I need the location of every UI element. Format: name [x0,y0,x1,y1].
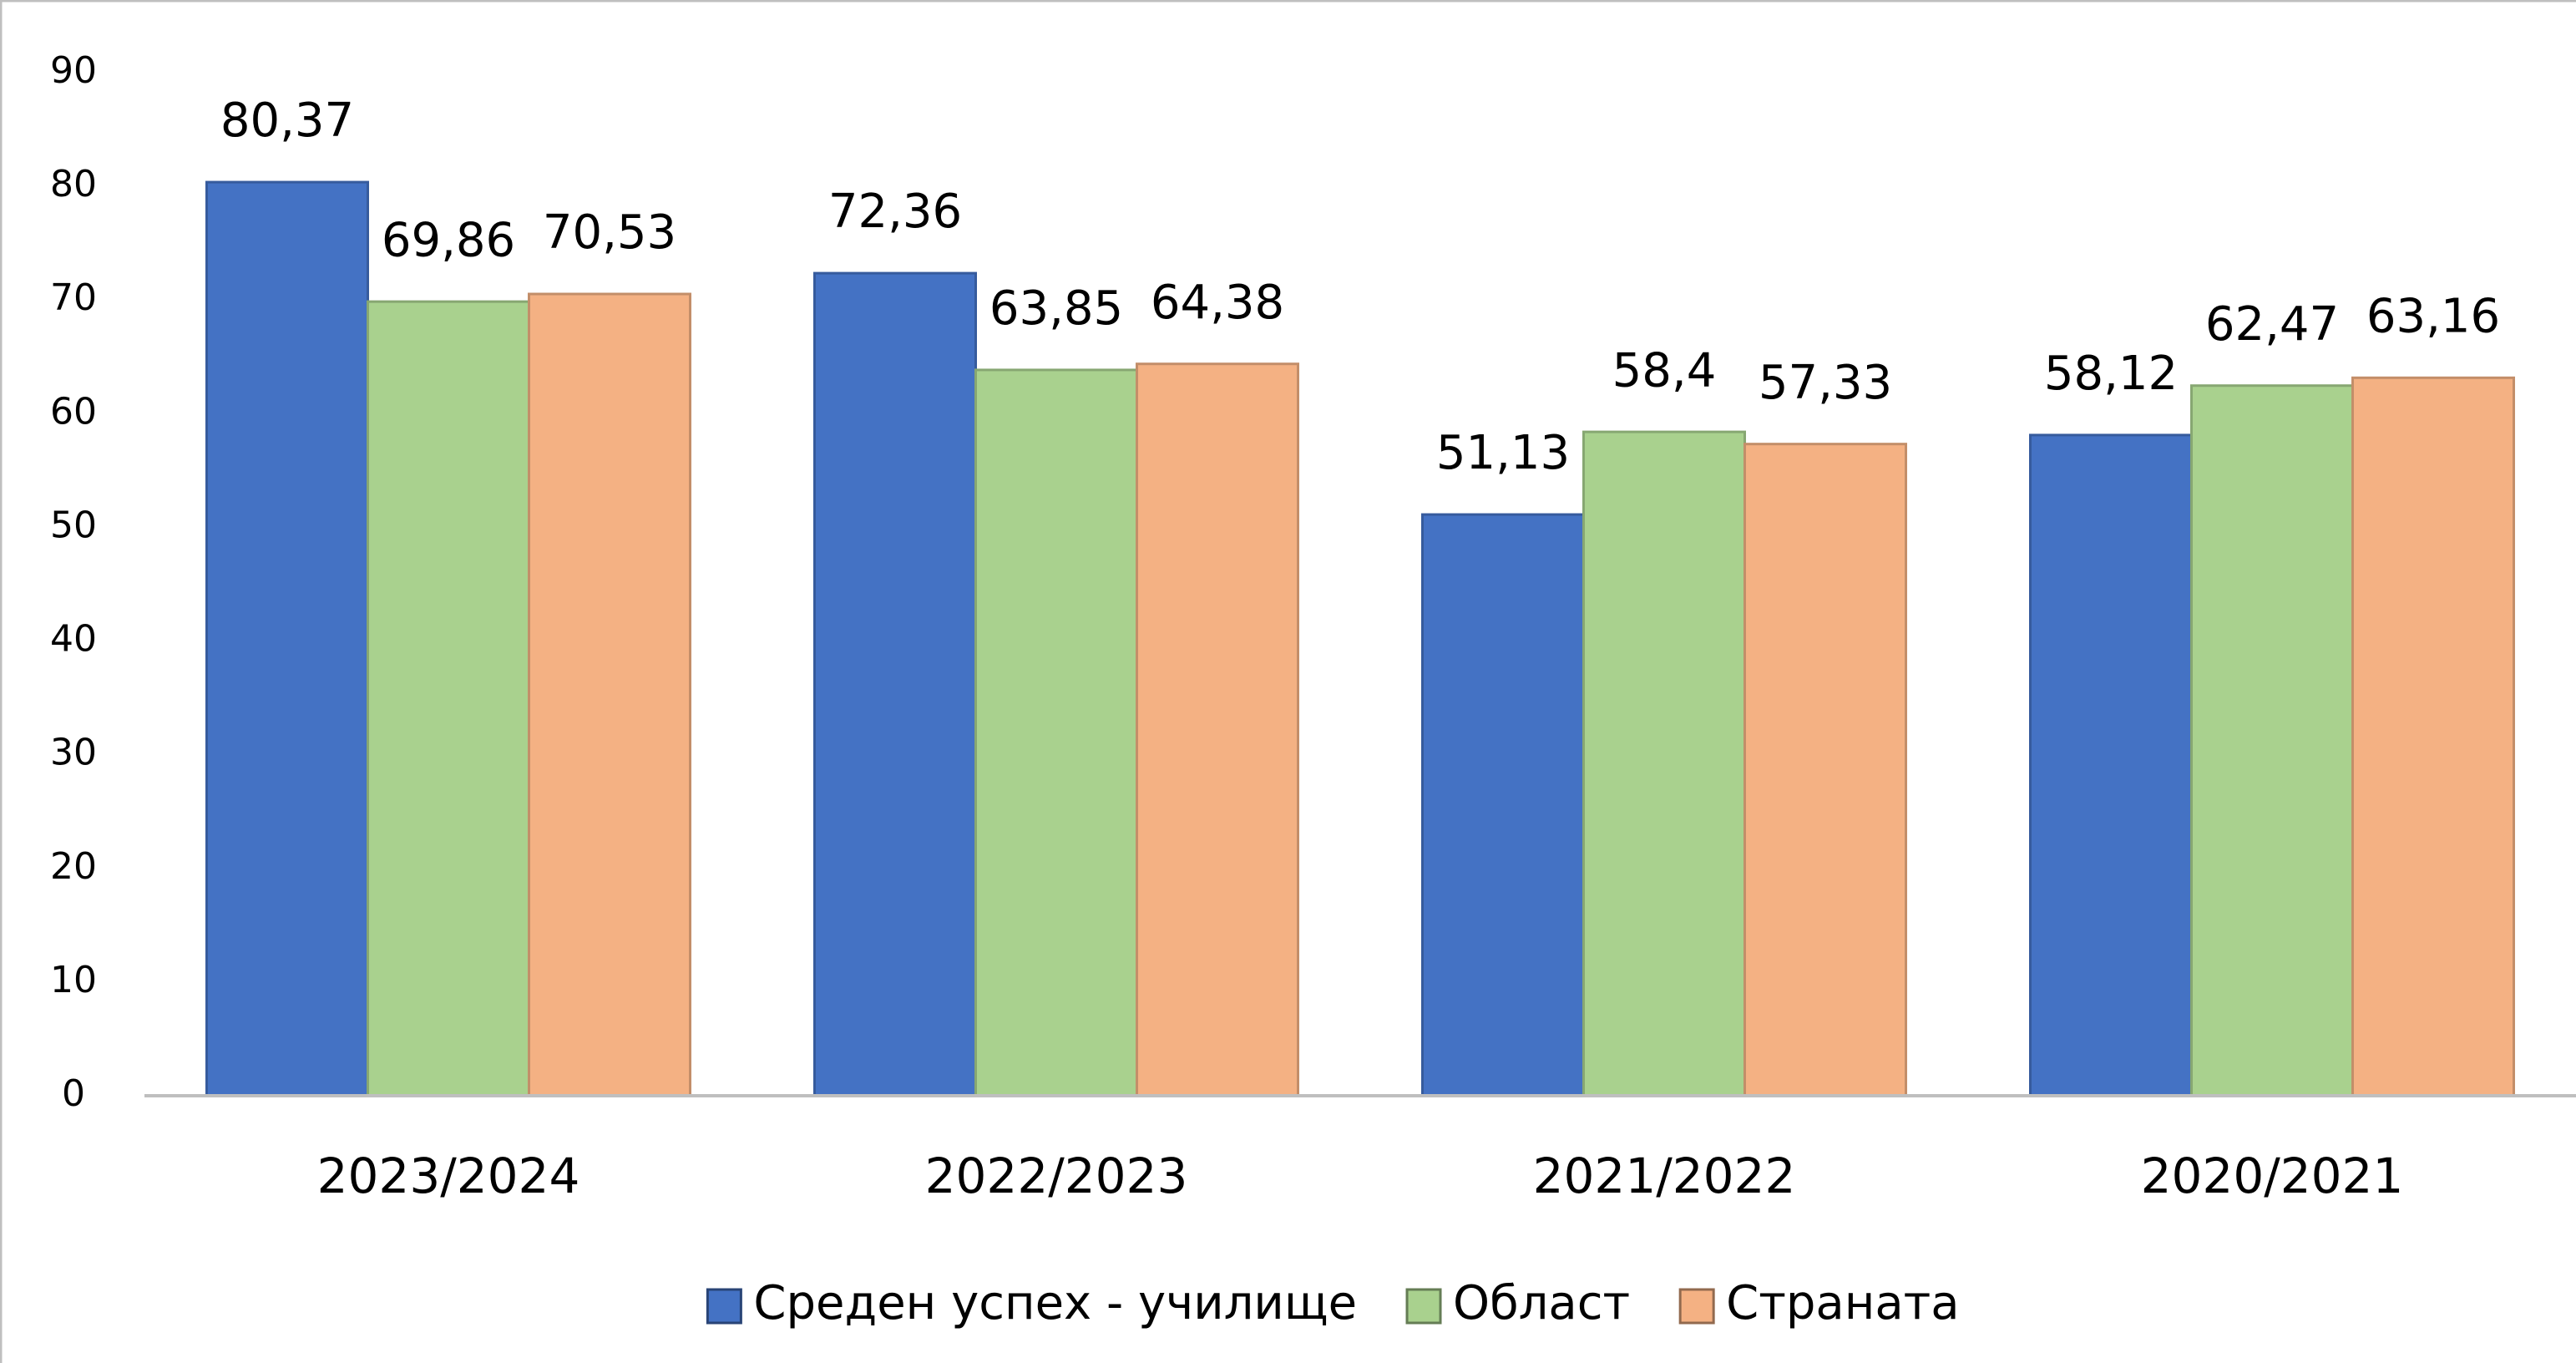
bar [813,271,977,1097]
legend-swatch [1678,1288,1715,1325]
x-tick-label: 2023/2024 [317,1148,580,1204]
bar [974,368,1138,1097]
bar [1421,513,1585,1097]
data-label: 51,13 [1436,426,1570,480]
x-tick-label: 2020/2021 [2141,1148,2404,1204]
data-label: 58,12 [2044,347,2178,401]
bar [2029,433,2193,1097]
bar [205,180,369,1097]
y-tick-label: 30 [50,732,97,774]
data-label: 80,37 [220,94,354,148]
legend-swatch [706,1288,742,1325]
y-tick-label: 10 [50,959,97,1001]
legend-label: Страната [1726,1276,1959,1330]
y-tick-label: 0 [62,1072,85,1115]
data-label: 62,47 [2205,297,2339,352]
bar [528,292,691,1097]
y-tick-label: 80 [50,163,97,205]
data-label: 69,86 [382,213,515,267]
bar [2351,376,2515,1097]
x-tick-label: 2021/2022 [1533,1148,1796,1204]
bar [1582,430,1746,1097]
data-label: 58,4 [1612,343,1717,398]
data-label: 70,53 [543,205,676,260]
legend-swatch [1405,1288,1442,1325]
y-tick-label: 60 [50,390,97,433]
data-label: 64,38 [1151,276,1284,330]
bar [367,300,530,1097]
data-label: 72,36 [828,185,962,239]
y-tick-label: 40 [50,618,97,661]
data-label: 63,16 [2366,289,2500,343]
data-label: 63,85 [989,281,1123,336]
legend-label: Среден успех - училище [753,1276,1357,1330]
y-tick-label: 70 [50,276,97,319]
bar [2190,384,2354,1097]
y-tick-label: 50 [50,504,97,546]
data-label: 57,33 [1759,356,1892,410]
y-tick-label: 20 [50,845,97,888]
bar [1743,443,1907,1097]
bar [1136,362,1299,1097]
legend-label: Област [1453,1276,1630,1330]
y-tick-label: 90 [50,49,97,92]
x-tick-label: 2022/2023 [925,1148,1188,1204]
